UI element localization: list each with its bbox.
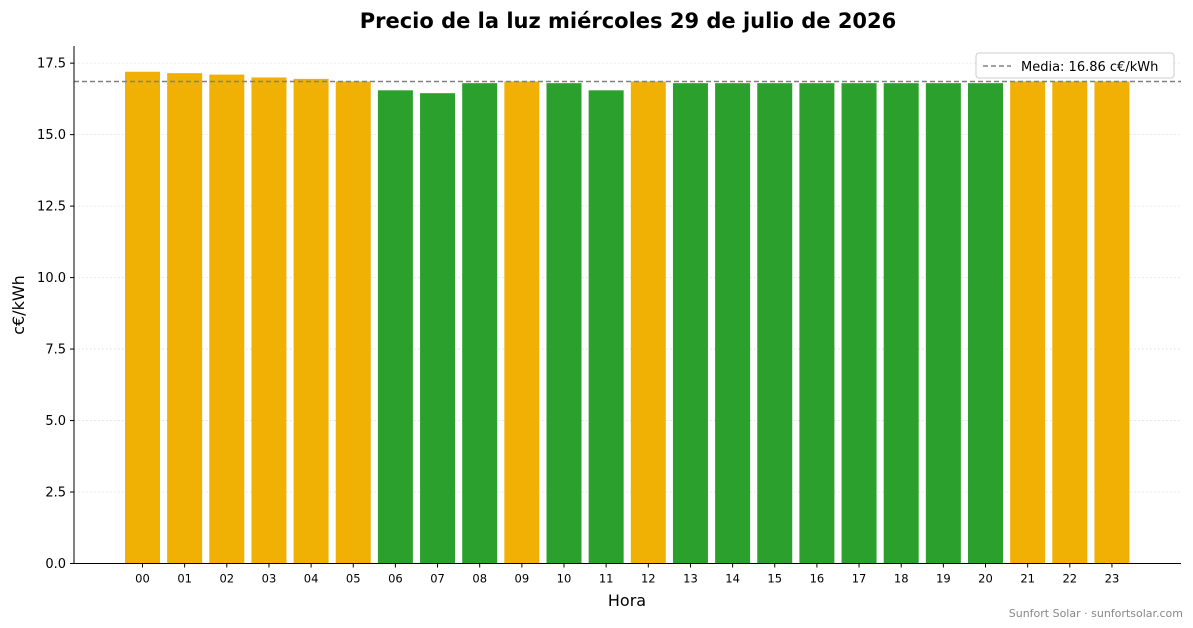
chart-title: Precio de la luz miércoles 29 de julio d… — [360, 9, 897, 33]
y-tick-label: 7.5 — [45, 343, 66, 358]
x-tick-label: 03 — [262, 572, 277, 586]
x-tick-label: 22 — [1062, 572, 1077, 586]
bar-19 — [925, 83, 961, 564]
bar-21 — [1010, 81, 1046, 564]
x-tick-label: 05 — [346, 572, 361, 586]
bar-00 — [125, 71, 160, 564]
y-tick-label: 15.0 — [37, 128, 66, 143]
x-tick-label: 02 — [219, 572, 234, 586]
bar-20 — [968, 83, 1003, 564]
y-tick-label: 0.0 — [45, 557, 66, 572]
x-tick-label: 15 — [767, 572, 782, 586]
bar-11 — [588, 90, 624, 564]
x-tick-label: 09 — [515, 572, 530, 586]
x-tick-label: 01 — [177, 572, 192, 586]
x-tick-label: 00 — [135, 572, 150, 586]
footer-credit: Sunfort Solar · sunfortsolar.com — [1009, 607, 1183, 620]
x-tick-label: 04 — [304, 572, 319, 586]
bar-07 — [420, 93, 456, 564]
bar-10 — [546, 83, 582, 564]
y-tick-label: 10.0 — [37, 271, 66, 286]
bar-18 — [883, 83, 919, 564]
bar-12 — [630, 81, 666, 564]
y-tick-label: 12.5 — [37, 200, 66, 215]
bar-13 — [672, 83, 708, 564]
x-tick-label: 18 — [894, 572, 909, 586]
y-tick-label: 2.5 — [45, 486, 66, 501]
bar-04 — [293, 78, 329, 564]
bar-08 — [462, 83, 498, 564]
y-tick-label: 5.0 — [45, 414, 66, 429]
x-axis-label: Hora — [608, 591, 646, 610]
x-tick-label: 14 — [725, 572, 740, 586]
bar-01 — [167, 73, 203, 564]
x-tick-label: 20 — [978, 572, 993, 586]
x-tick-label: 16 — [810, 572, 825, 586]
bars — [125, 71, 1130, 564]
bar-23 — [1094, 81, 1130, 564]
bar-22 — [1052, 81, 1088, 564]
x-tick-label: 08 — [472, 572, 487, 586]
legend-label: Media: 16.86 c€/kWh — [1021, 60, 1158, 75]
bar-15 — [757, 83, 793, 564]
x-ticks: 00 01 02 03 04 05 06 07 08 09 10 11 12 13 14 15 16 17 18 19… — [135, 563, 1120, 586]
bar-09 — [504, 81, 540, 564]
x-tick-label: 23 — [1105, 572, 1120, 586]
bar-14 — [715, 83, 751, 564]
x-tick-label: 21 — [1020, 572, 1035, 586]
x-tick-label: 17 — [852, 572, 867, 586]
bar-05 — [335, 81, 371, 564]
bar-02 — [209, 74, 245, 564]
y-ticks: 0.0 2.5 5.0 7.5 10.0 12.5 15.0 17.5 — [37, 57, 74, 572]
legend: Media: 16.86 c€/kWh — [975, 52, 1175, 79]
x-tick-label: 06 — [388, 572, 403, 586]
bar-16 — [799, 83, 835, 564]
y-axis-label: c€/kWh — [9, 275, 28, 335]
y-tick-label: 17.5 — [37, 57, 66, 72]
bar-06 — [377, 90, 413, 564]
x-tick-label: 12 — [641, 572, 656, 586]
x-tick-label: 19 — [936, 572, 951, 586]
x-tick-label: 07 — [430, 572, 445, 586]
x-tick-label: 13 — [683, 572, 698, 586]
x-tick-label: 11 — [599, 572, 614, 586]
x-tick-label: 10 — [557, 572, 572, 586]
bar-03 — [251, 77, 287, 564]
bar-17 — [841, 83, 877, 564]
legend-box — [975, 52, 1175, 79]
